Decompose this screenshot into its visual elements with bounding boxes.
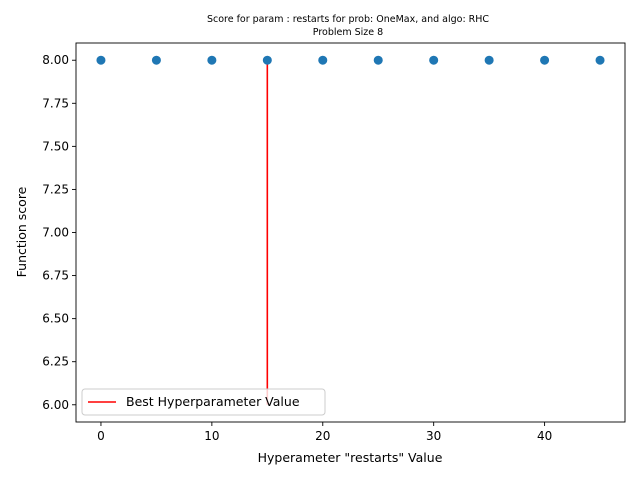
data-point (429, 55, 439, 65)
x-tick-label: 30 (426, 429, 441, 443)
legend: Best Hyperparameter Value (81, 388, 326, 416)
y-tick-label: 7.75 (42, 96, 69, 110)
data-point (151, 55, 161, 65)
x-axis-ticks: 0 10 20 30 40 (97, 422, 552, 443)
x-axis-label: Hyperameter "restarts" Value (258, 450, 443, 465)
y-tick-label: 6.00 (42, 398, 69, 412)
y-axis-ticks: 6.00 6.25 6.50 6.75 7.00 7.25 7.50 7.75 8.00 (42, 53, 76, 412)
data-point (373, 55, 383, 65)
data-point (318, 55, 328, 65)
y-tick-label: 7.00 (42, 226, 69, 240)
chart-subtitle: Problem Size 8 (313, 27, 383, 38)
x-tick-label: 10 (204, 429, 219, 443)
y-tick-label: 6.75 (42, 269, 69, 283)
data-point (540, 55, 550, 65)
y-tick-label: 6.50 (42, 312, 69, 326)
x-tick-label: 20 (315, 429, 330, 443)
y-tick-label: 8.00 (42, 53, 69, 67)
data-point (207, 55, 217, 65)
data-points (96, 55, 605, 65)
data-point (262, 55, 272, 65)
data-point (595, 55, 605, 65)
legend-frame (81, 388, 326, 416)
data-point (96, 55, 106, 65)
y-tick-label: 6.25 (42, 355, 69, 369)
y-tick-label: 7.25 (42, 182, 69, 196)
y-axis-label: Function score (14, 186, 29, 277)
data-point (484, 55, 494, 65)
y-tick-label: 7.50 (42, 139, 69, 153)
legend-label: Best Hyperparameter Value (126, 394, 300, 409)
x-tick-label: 40 (537, 429, 552, 443)
x-tick-label: 0 (97, 429, 105, 443)
chart-title: Score for param : restarts for prob: One… (207, 14, 489, 25)
